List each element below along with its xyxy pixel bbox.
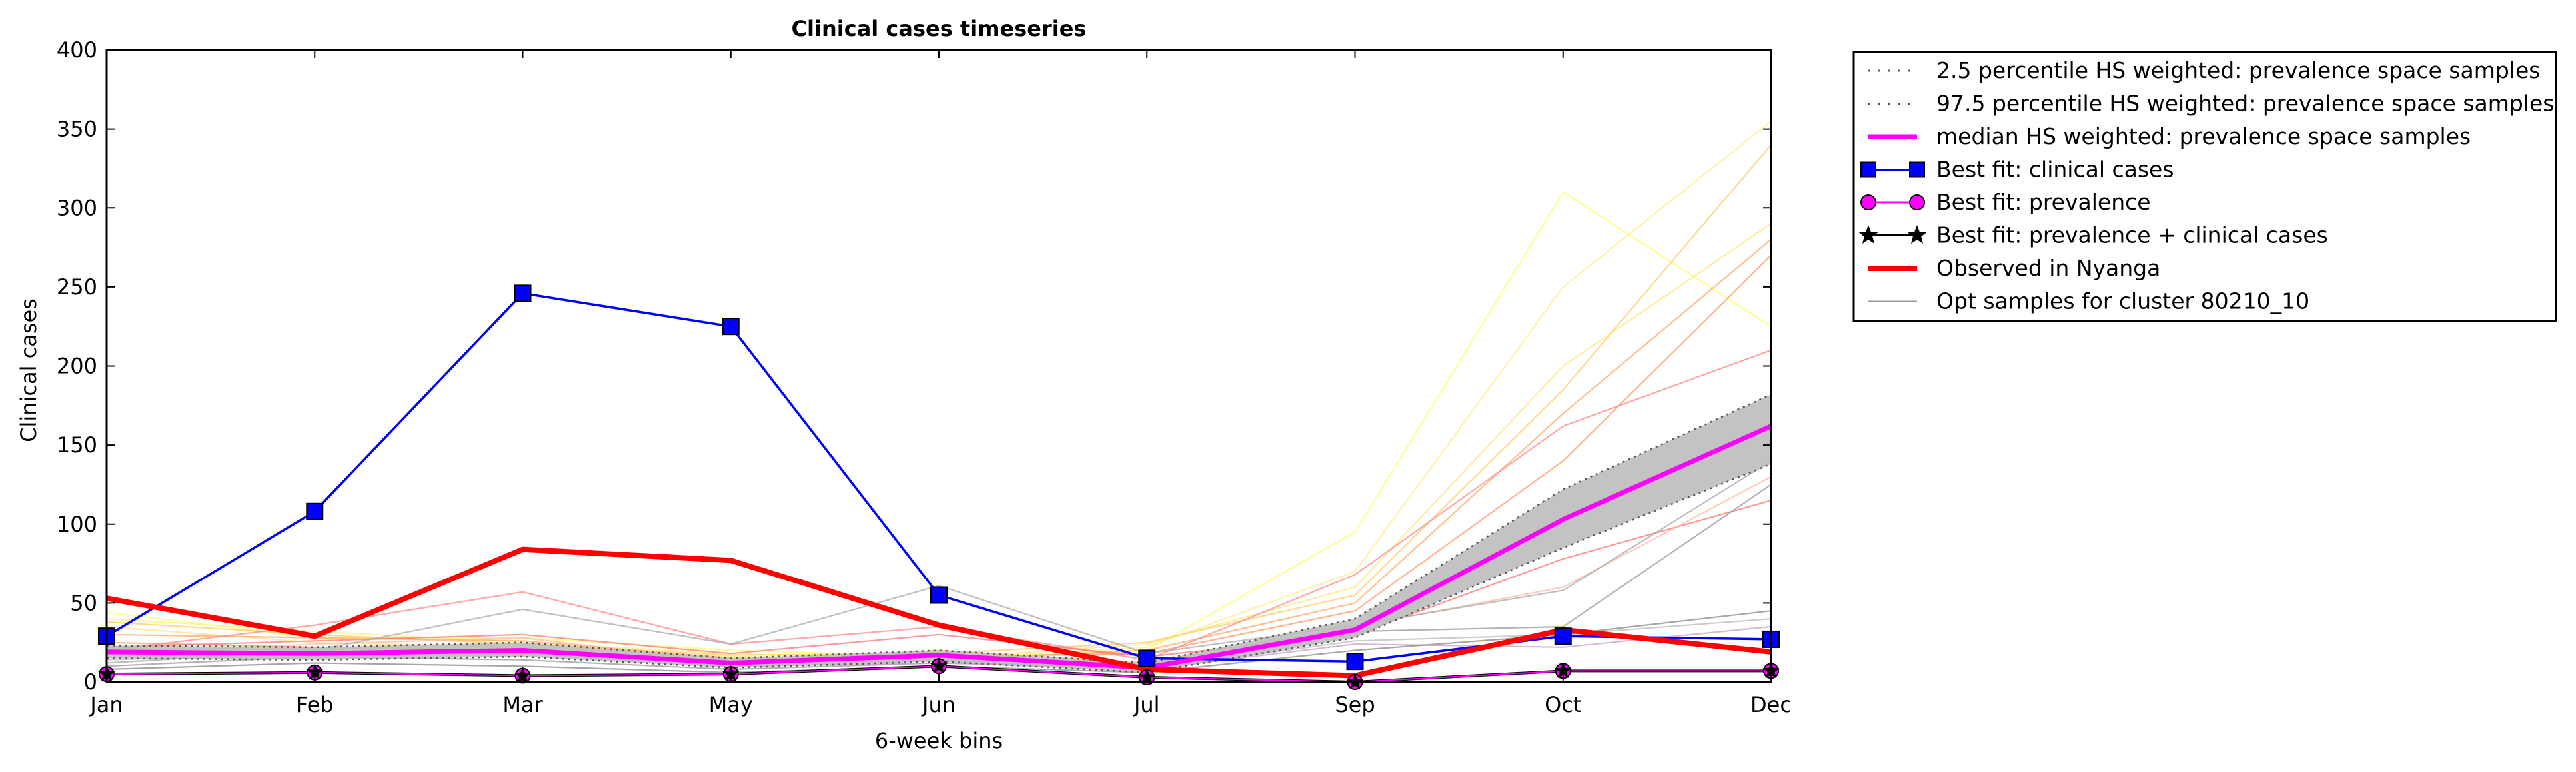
x-tick-label-jun: Jun (921, 692, 956, 717)
y-tick-label-350: 350 (57, 117, 97, 142)
y-tick-label-200: 200 (57, 354, 97, 379)
chart-title: Clinical cases timeseries (792, 16, 1087, 41)
combined-point-jun (930, 657, 948, 674)
percentile-97.5-line (106, 394, 1772, 664)
legend-entry-3: median HS weighted: prevalence space sam… (1868, 123, 2471, 149)
y-tick-label-50: 50 (70, 590, 97, 615)
legend-label-3: median HS weighted: prevalence space sam… (1936, 123, 2471, 149)
sample-line-4 (106, 144, 1772, 656)
legend-marker-5b (1909, 194, 1925, 210)
median-line (106, 424, 1772, 671)
percentile-2.5-line (106, 463, 1772, 674)
clinical-point-sep (1346, 653, 1364, 671)
legend-label-4: Best fit: clinical cases (1936, 157, 2174, 183)
x-tick-label-mar: Mar (502, 692, 543, 717)
x-tick-label-oct: Oct (1545, 692, 1581, 717)
sample-line-8 (106, 500, 1772, 658)
sample-line-10 (106, 460, 1772, 664)
legend-entry-8: Opt samples for cluster 80210_10 (1868, 288, 2309, 314)
best-fit-clinical-line (106, 292, 1772, 663)
sample-line-7 (106, 349, 1772, 661)
legend-label-2: 97.5 percentile HS weighted: prevalence … (1936, 91, 2555, 117)
legend-label-7: Observed in Nyanga (1936, 255, 2160, 281)
legend-label-1: 2.5 percentile HS weighted: prevalence s… (1936, 57, 2541, 83)
percentile-band (107, 394, 1771, 673)
legend-entry-6: Best fit: prevalence + clinical cases (1858, 222, 2328, 248)
legend-entry-1: 2.5 percentile HS weighted: prevalence s… (1868, 57, 2541, 83)
y-tick-label-250: 250 (57, 274, 97, 300)
y-tick-label-150: 150 (57, 432, 97, 458)
legend-label-6: Best fit: prevalence + clinical cases (1936, 222, 2328, 248)
legend-marker-4b (1909, 161, 1925, 178)
clinical-point-oct (1554, 627, 1572, 645)
legend-marker-6b (1907, 225, 1927, 244)
y-tick-label-100: 100 (57, 512, 97, 537)
legend-marker-5a (1860, 194, 1876, 210)
x-axis-label: 6-week bins (875, 728, 1003, 753)
x-tick-label-jan: Jan (89, 692, 123, 717)
legend-marker-4a (1860, 161, 1876, 178)
x-tick-label-feb: Feb (296, 692, 334, 717)
clinical-point-jun (930, 586, 948, 604)
x-tick-label-jul: Jul (1133, 692, 1160, 717)
legend-entry-7: Observed in Nyanga (1868, 255, 2160, 281)
y-tick-label-300: 300 (57, 195, 97, 220)
legend-entry-4: Best fit: clinical cases (1860, 157, 2174, 183)
y-axis-label: Clinical cases (16, 298, 41, 442)
clinical-point-feb (306, 502, 324, 520)
legend-entry-2: 97.5 percentile HS weighted: prevalence … (1868, 91, 2555, 117)
legend-label-8: Opt samples for cluster 80210_10 (1936, 288, 2309, 314)
legend-box (1852, 51, 2557, 322)
observed-line (106, 546, 1772, 679)
sample-line-2 (106, 120, 1772, 661)
clinical-point-mar (514, 284, 532, 302)
x-tick-label-sep: Sep (1335, 692, 1375, 717)
clinical-point-may (722, 318, 740, 336)
x-tick-label-may: May (709, 692, 753, 717)
legend-entry-5: Best fit: prevalence (1860, 189, 2151, 215)
y-tick-label-400: 400 (57, 37, 97, 63)
y-tick-label-0: 0 (84, 669, 97, 695)
legend-label-5: Best fit: prevalence (1936, 189, 2151, 215)
legend-marker-6a (1858, 225, 1878, 244)
x-tick-label-dec: Dec (1750, 692, 1792, 717)
clinical-point-jul (1138, 649, 1156, 667)
